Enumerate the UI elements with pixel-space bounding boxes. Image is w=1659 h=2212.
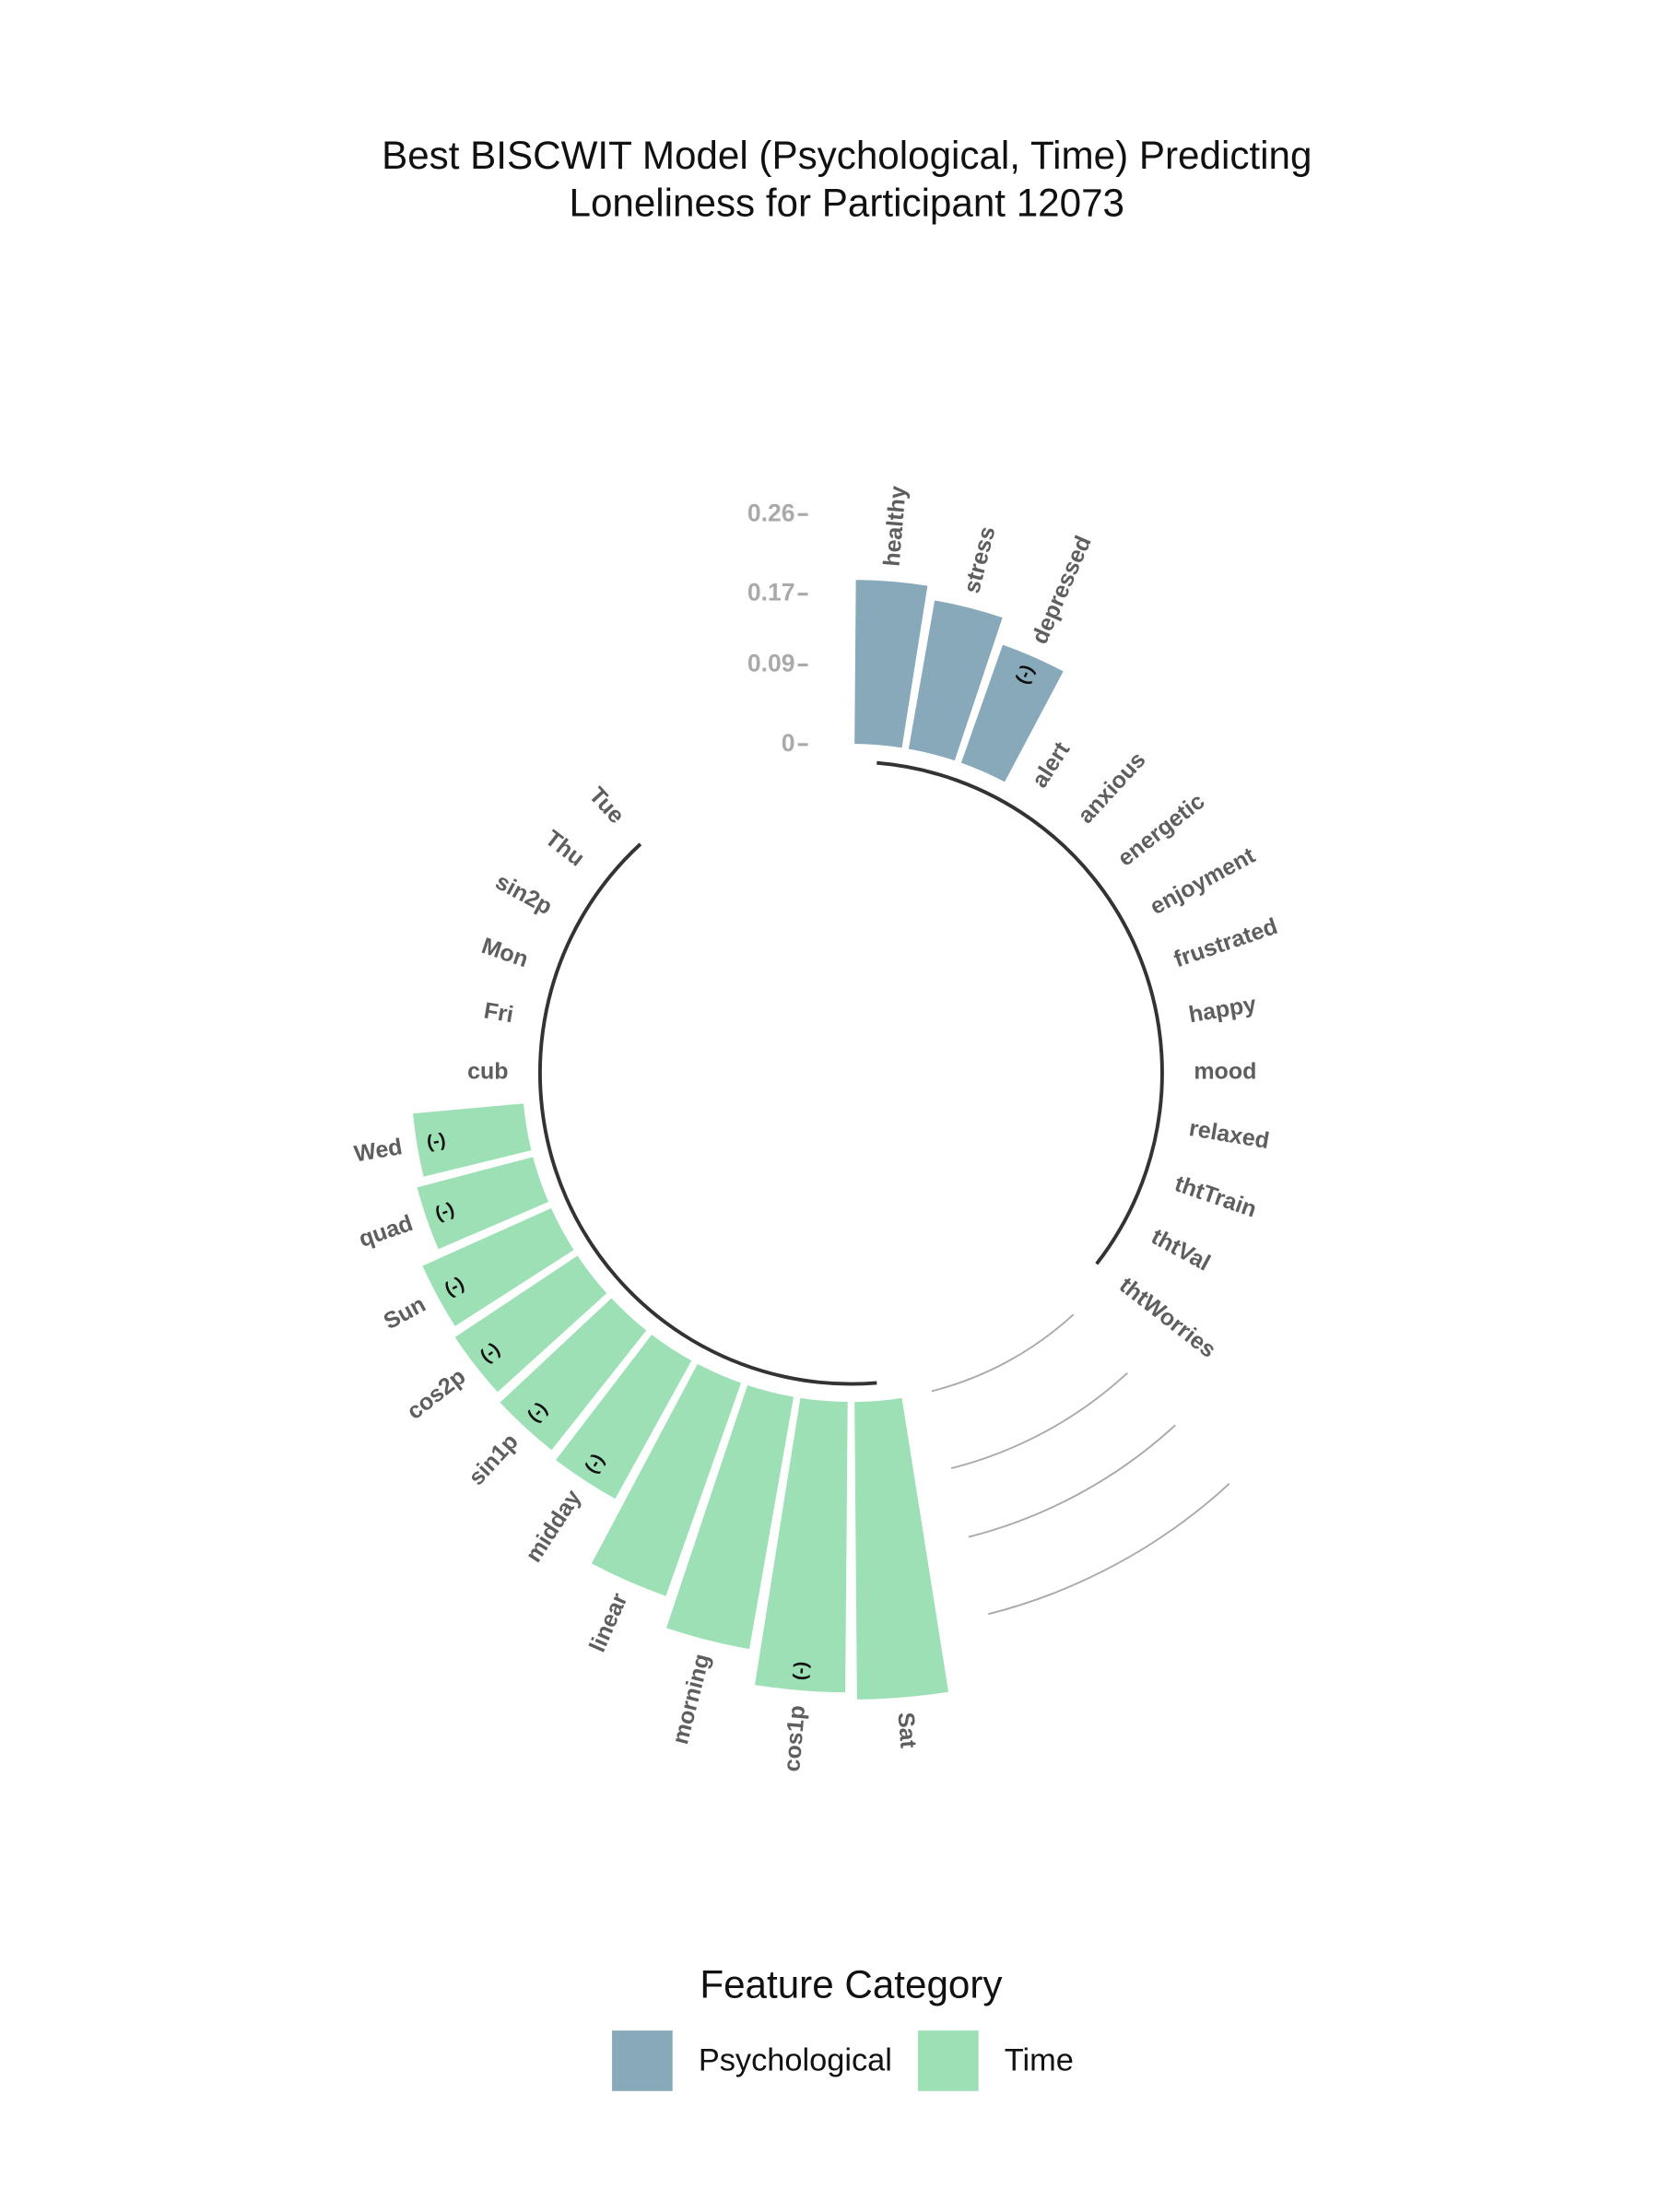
- grid-arc: [987, 1483, 1230, 1616]
- bar: [498, 1296, 649, 1453]
- bar: [1009, 784, 1052, 813]
- category-label: cub: [467, 1059, 508, 1085]
- group-arc: [538, 842, 877, 1386]
- bar: [589, 1361, 743, 1598]
- y-tick-label: 0: [782, 729, 795, 757]
- legend-swatch: [612, 2030, 673, 2091]
- bar: [1054, 815, 1092, 850]
- bar: [853, 578, 930, 750]
- bar: [1093, 852, 1125, 892]
- bar: [1169, 994, 1179, 1043]
- category-label: Fri: [482, 997, 515, 1028]
- sign-label: (-): [790, 1661, 812, 1681]
- bar: [753, 1396, 850, 1694]
- bar: [553, 1332, 694, 1501]
- bar: [1152, 943, 1170, 990]
- bar: [1093, 1253, 1125, 1294]
- bar: [1126, 895, 1152, 939]
- chart-title: Best BISCWIT Model (Psychological, Time)…: [382, 134, 1312, 177]
- category-label: Sat: [892, 1712, 921, 1750]
- legend-label: Time: [1005, 2043, 1074, 2078]
- y-tick-label: 0.09: [747, 649, 795, 677]
- bar: [420, 1206, 576, 1328]
- bar: [411, 1101, 534, 1179]
- bar: [665, 1382, 795, 1651]
- legend-label: Psychological: [699, 2043, 892, 2078]
- y-tick-label: 0.26: [747, 499, 795, 526]
- grid-arc: [931, 1313, 1075, 1393]
- bar: [853, 1396, 950, 1701]
- grid-arc: [968, 1424, 1176, 1538]
- legend-swatch: [918, 2030, 979, 2091]
- grid-arc: [950, 1372, 1128, 1470]
- bar: [1152, 1156, 1170, 1203]
- group-arc: [877, 760, 1164, 1265]
- bar: [453, 1253, 609, 1394]
- bar: [577, 852, 608, 892]
- legend-title: Feature Category: [700, 1962, 1002, 2006]
- category-label: mood: [1194, 1059, 1256, 1085]
- bar: [415, 1155, 551, 1252]
- bar: [907, 598, 1005, 763]
- bar: [959, 642, 1065, 784]
- y-tick-label: 0.17: [747, 579, 795, 606]
- chart-title: Loneliness for Participant 12073: [569, 182, 1124, 225]
- category-label: cos1p: [779, 1704, 810, 1772]
- sign-label: (-): [425, 1130, 447, 1153]
- bar: [533, 943, 550, 990]
